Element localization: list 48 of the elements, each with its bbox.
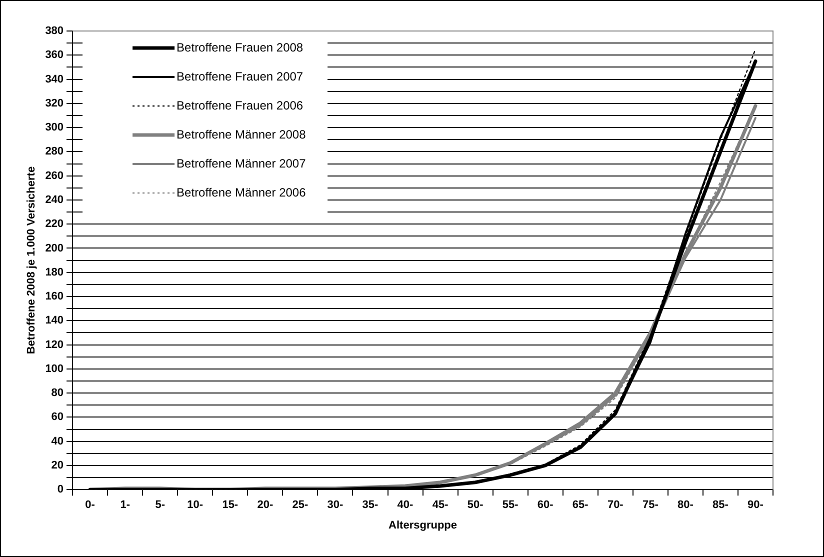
x-tick-label: 85-: [712, 499, 729, 512]
y-tick-label: 320: [45, 97, 64, 110]
y-tick-label: 40: [51, 435, 64, 448]
y-tick-label: 380: [45, 25, 64, 38]
x-tick-label: 45-: [432, 499, 449, 512]
x-tick-label: 20-: [257, 499, 274, 512]
x-tick-label: 60-: [537, 499, 554, 512]
legend-label: Betroffene Männer 2006: [176, 185, 306, 200]
y-axis-title: Betroffene 2008 je 1.000 Versicherte: [26, 166, 38, 354]
y-tick-label: 160: [45, 290, 64, 303]
x-tick-label: 25-: [292, 499, 308, 512]
x-tick-label: 1-: [120, 499, 130, 512]
y-tick-label: 120: [45, 338, 64, 351]
x-tick-label: 30-: [327, 499, 344, 512]
x-tick-label: 40-: [397, 499, 414, 512]
y-tick-label: 200: [45, 242, 64, 254]
y-tick-label: 180: [45, 266, 64, 278]
legend-label: Betroffene Männer 2008: [176, 127, 306, 142]
x-tick-label: 5-: [155, 499, 166, 512]
legend-label: Betroffene Männer 2007: [176, 156, 306, 170]
y-tick-label: 80: [51, 387, 64, 400]
x-tick-label: 75-: [642, 499, 659, 512]
legend-label: Betroffene Frauen 2006: [176, 98, 304, 112]
x-axis-title: Altersgruppe: [388, 519, 458, 532]
y-tick-label: 100: [45, 362, 64, 375]
x-tick-label: 80-: [677, 499, 694, 512]
x-tick-label: 65-: [572, 499, 589, 512]
y-tick-label: 360: [45, 49, 64, 62]
legend-label: Betroffene Frauen 2008: [176, 40, 304, 54]
y-tick-label: 300: [45, 122, 64, 134]
x-tick-label: 70-: [607, 499, 624, 512]
x-tick-label: 15-: [222, 499, 238, 512]
x-tick-label: 55-: [502, 499, 519, 512]
y-tick-label: 220: [45, 218, 64, 230]
y-tick-label: 140: [45, 314, 64, 327]
x-tick-label: 90-: [748, 499, 764, 512]
y-tick-label: 280: [45, 146, 64, 158]
y-tick-label: 260: [45, 170, 64, 182]
y-tick-label: 20: [51, 459, 64, 472]
x-tick-label: 50-: [467, 499, 484, 512]
y-tick-label: 60: [51, 411, 64, 424]
y-tick-label: 0: [57, 484, 64, 496]
x-tick-label: 0-: [85, 499, 96, 512]
y-tick-label: 340: [45, 73, 64, 86]
x-tick-label: 35-: [362, 499, 379, 512]
x-tick-label: 10-: [187, 499, 204, 512]
y-tick-label: 240: [45, 194, 64, 206]
legend-label: Betroffene Frauen 2007: [176, 69, 304, 84]
